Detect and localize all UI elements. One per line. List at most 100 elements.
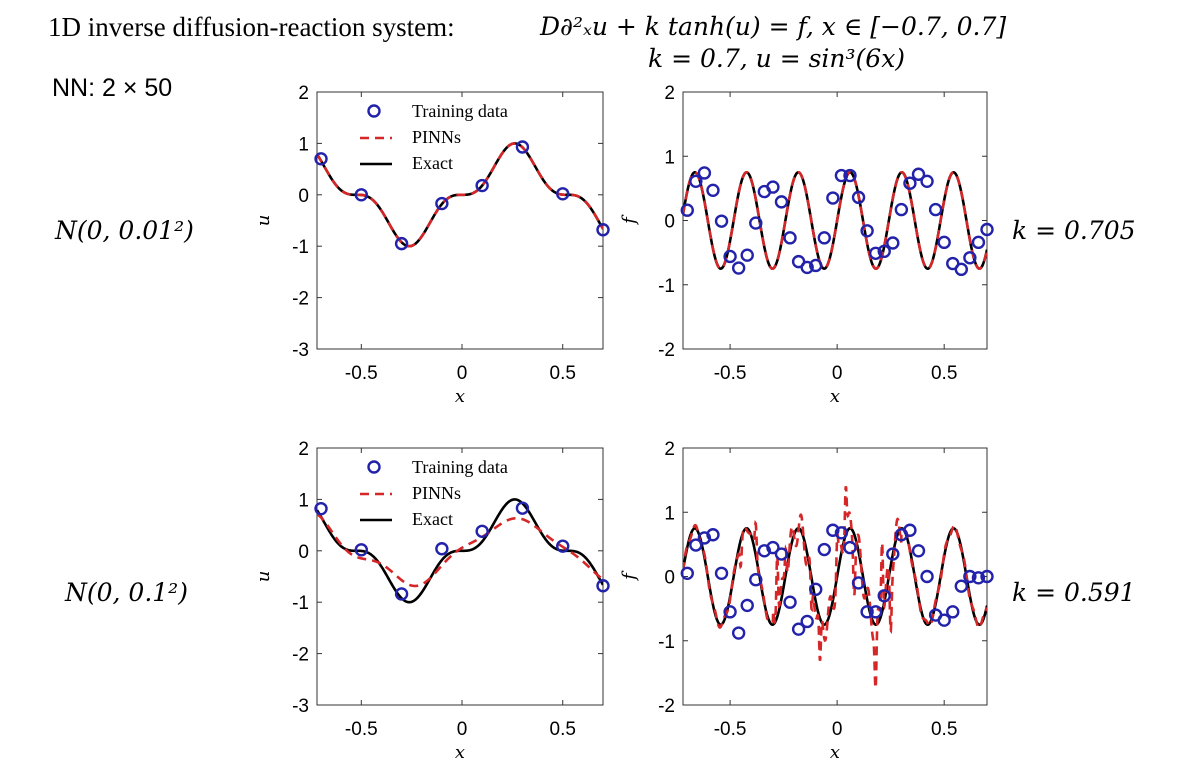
training-data-point [596, 223, 610, 237]
training-data-point [515, 140, 530, 154]
y-tick-label: 1 [298, 490, 309, 511]
y-tick-label: -3 [292, 340, 309, 361]
training-data-point [843, 540, 857, 555]
training-data-point [800, 614, 814, 629]
training-data-point [475, 178, 489, 193]
training-data-point [860, 605, 874, 619]
y-tick-label: -1 [292, 593, 309, 614]
training-data-point [886, 236, 900, 250]
training-data-point [515, 501, 530, 515]
x-tick-label: -0.5 [345, 719, 378, 740]
training-data-point [774, 195, 789, 209]
training-data-point [697, 166, 712, 180]
parameters: k = 0.7, u = sin³(6x) [648, 44, 906, 73]
y-tick-label: -2 [658, 340, 675, 361]
y-tick-label: 0 [664, 568, 675, 589]
training-data-point [354, 543, 369, 557]
y-tick-label: -2 [292, 645, 309, 666]
training-data-point [860, 224, 874, 238]
y-tick-label: 2 [298, 439, 309, 460]
pinns-line [317, 142, 603, 248]
x-axis-label: x [455, 742, 465, 763]
y-tick-label: 0 [298, 542, 309, 563]
y-tick-label: 2 [298, 83, 309, 104]
training-data-point [689, 538, 703, 552]
training-data-point [963, 569, 977, 584]
k-result-row1: k = 0.705 [1012, 216, 1136, 245]
network-size: NN: 2 × 50 [52, 74, 173, 102]
x-tick-label: 0.5 [931, 719, 957, 740]
training-data-point [394, 587, 409, 601]
training-data-point [475, 524, 489, 538]
x-tick-label: -0.5 [714, 363, 747, 384]
training-data-point [920, 174, 934, 189]
legend-label: Exact [412, 509, 453, 529]
x-tick-label: 0 [832, 363, 843, 384]
training-data-point [314, 501, 328, 516]
training-data-point [877, 589, 891, 603]
training-data-point [928, 202, 943, 217]
training-data-point [809, 582, 823, 597]
y-axis-label: f [619, 214, 640, 226]
training-data-point [911, 167, 926, 181]
training-data-point [740, 598, 754, 613]
legend-marker-training [367, 104, 381, 118]
panel-u-low-noise: -3 -2 -1 0 1 2 -0.5 0 0.5 x u Training data PINNs Exa… [253, 83, 610, 407]
training-data-point [766, 180, 780, 194]
y-tick-label: 1 [664, 503, 675, 524]
training-data-point [843, 168, 857, 183]
y-tick-label: 1 [664, 147, 675, 168]
y-tick-label: 0 [298, 186, 309, 207]
legend-marker-training [367, 460, 381, 474]
legend: Training data PINNs Exact [360, 457, 508, 529]
training-data-point [980, 222, 994, 237]
panel-u-high-noise: -3 -2 -1 0 1 2 -0.5 0 0.5 x u Training data PINNs Exa… [253, 439, 610, 763]
pinns-line [317, 512, 603, 588]
plot-area [317, 498, 603, 604]
training-data-point [868, 605, 883, 619]
y-axis-label: u [253, 571, 274, 583]
pinns-line [683, 486, 987, 689]
training-data-point [954, 262, 969, 277]
training-data-point [911, 544, 926, 558]
x-tick-label: 0 [457, 363, 468, 384]
training-data-point [920, 569, 934, 584]
noise-label-row1: N(0, 0.01²) [55, 216, 194, 245]
y-tick-label: 2 [664, 83, 675, 104]
x-tick-label: 0.5 [931, 363, 957, 384]
training-data-point [971, 571, 986, 585]
training-data-point [826, 523, 840, 537]
x-tick-label: 0.5 [550, 719, 576, 740]
training-data-point [706, 183, 720, 198]
x-tick-label: -0.5 [714, 719, 747, 740]
y-tick-label: -1 [658, 632, 675, 653]
y-axis-label: f [619, 570, 640, 582]
training-data-point [714, 566, 729, 580]
legend-label: PINNs [412, 127, 461, 147]
x-tick-label: 0.5 [550, 363, 576, 384]
training-data-point [394, 236, 409, 251]
panel-f-low-noise: -2 -1 0 1 2 -0.5 0 0.5 x f [619, 83, 994, 407]
training-data-point [740, 248, 754, 262]
training-data-point [851, 190, 866, 205]
training-data-point [749, 216, 763, 230]
training-data-point [937, 613, 951, 627]
y-axis-label: u [253, 215, 274, 227]
training-data-point [680, 566, 694, 580]
k-result-row2: k = 0.591 [1012, 578, 1136, 607]
training-data-point [954, 579, 969, 593]
figure-title: 1D inverse diffusion-reaction system: [48, 12, 455, 42]
y-tick-label: -2 [292, 289, 309, 310]
y-tick-label: 0 [664, 212, 675, 233]
training-data-point [937, 235, 951, 250]
x-axis-label: x [830, 742, 840, 763]
training-data-point [731, 261, 746, 275]
legend-label: Training data [412, 457, 508, 477]
legend-label: Exact [412, 153, 453, 173]
x-tick-label: 0 [832, 719, 843, 740]
y-tick-label: -1 [658, 276, 675, 297]
training-data-point [731, 626, 746, 640]
y-tick-label: -3 [292, 696, 309, 717]
y-tick-label: -1 [292, 237, 309, 258]
